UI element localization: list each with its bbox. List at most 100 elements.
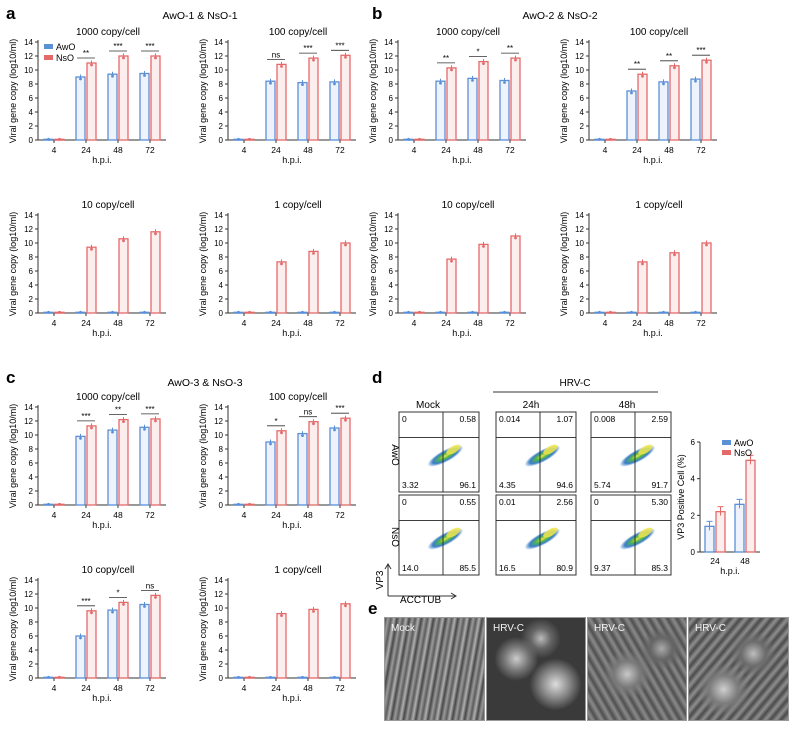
- bar-awo: [265, 441, 276, 506]
- chart-title: 100 copy/cell: [269, 27, 327, 38]
- y-tick-label: 14: [214, 576, 223, 585]
- y-tick-label: 8: [389, 253, 394, 262]
- panel-letter-e: e: [368, 599, 377, 618]
- significance-label: ***: [696, 46, 705, 55]
- bar-awo: [75, 635, 86, 679]
- flow-plot-awo-mock: 0 0.58 3.32 96.1: [398, 411, 480, 493]
- bar-nso: [276, 261, 287, 314]
- y-tick-label: 10: [214, 604, 223, 613]
- x-tick-label: 48: [113, 510, 123, 520]
- quadrant-q2: 2.56: [556, 497, 573, 507]
- flow-plots: 0 0.58 3.32 96.1 0.014 1.07 4.35 94.6 0.008 2.59 5…: [398, 411, 672, 576]
- data-point: [503, 310, 506, 314]
- y-tick-label: 14: [214, 211, 223, 220]
- y-tick-label: 10: [384, 239, 393, 248]
- quadrant-q4: 85.3: [651, 563, 668, 573]
- x-tick-label: 48: [664, 145, 674, 155]
- y-tick-label: 12: [214, 590, 223, 599]
- y-tick-label: 14: [214, 38, 223, 47]
- y-tick-label: 12: [214, 225, 223, 234]
- bar-nso: [340, 417, 351, 506]
- y-tick-label: 14: [24, 576, 33, 585]
- quadrant-q3: 14.0: [402, 563, 419, 573]
- y-axis-label: Viral gene copy (log10/ml): [8, 404, 18, 508]
- data-point: [662, 82, 665, 86]
- y-tick-label: 2: [219, 122, 224, 131]
- x-tick-label: 4: [603, 318, 608, 328]
- data-point: [333, 428, 336, 432]
- y-tick-label: 4: [29, 646, 34, 655]
- y-tick-label: 0: [219, 674, 224, 683]
- data-point: [439, 310, 442, 314]
- y-tick-label: 4: [29, 473, 34, 482]
- data-point: [471, 310, 474, 314]
- y-tick-label: 10: [575, 239, 584, 248]
- y-tick-label: 2: [219, 660, 224, 669]
- vp3-x-tick-label: 24: [710, 556, 720, 566]
- y-axis-label: Viral gene copy (log10/ml): [368, 212, 378, 316]
- x-tick-label: 4: [52, 318, 57, 328]
- significance-label: ***: [335, 41, 344, 50]
- flow-row-nso: NsO: [389, 527, 400, 547]
- y-tick-label: 8: [580, 80, 585, 89]
- x-axis-label: h.p.i.: [643, 328, 663, 338]
- legend-swatch-nso: [44, 55, 53, 60]
- vp3-legend-swatch-awo: [722, 440, 731, 445]
- x-tick-label: 24: [81, 145, 91, 155]
- data-point: [269, 81, 272, 85]
- flow-plot-frame: [495, 494, 577, 576]
- x-tick-label: 24: [81, 318, 91, 328]
- data-point: [143, 74, 146, 77]
- data-point: [237, 675, 240, 679]
- flow-col-48h: 48h: [619, 400, 636, 411]
- flow-plot-awo-24h: 0.014 1.07 4.35 94.6: [495, 411, 577, 493]
- x-axis-label: h.p.i.: [282, 520, 302, 530]
- hrv-c-header: HRV-C: [560, 378, 591, 389]
- bar-nso: [701, 59, 712, 141]
- x-tick-label: 72: [335, 683, 345, 693]
- bar-nso: [308, 250, 319, 314]
- y-tick-label: 6: [219, 632, 224, 641]
- y-tick-label: 8: [219, 80, 224, 89]
- data-point: [333, 82, 336, 86]
- data-point: [154, 232, 157, 236]
- x-axis-label: h.p.i.: [452, 155, 472, 165]
- y-tick-label: 10: [24, 431, 33, 440]
- data-point: [514, 236, 517, 240]
- legend-label-awo: AwO: [56, 42, 75, 52]
- y-tick-label: 8: [29, 253, 34, 262]
- significance-label: **: [634, 60, 640, 69]
- bar-awo: [626, 90, 637, 141]
- data-point: [269, 310, 272, 314]
- y-tick-label: 4: [219, 108, 224, 117]
- data-point: [630, 91, 633, 95]
- bar-nso: [340, 54, 351, 141]
- y-tick-label: 0: [29, 309, 34, 318]
- quadrant-q3: 9.37: [594, 563, 611, 573]
- bar-nso: [510, 57, 521, 141]
- y-tick-label: 10: [575, 66, 584, 75]
- x-axis-label: h.p.i.: [92, 155, 112, 165]
- data-point: [450, 68, 453, 72]
- data-point: [90, 63, 93, 67]
- bar-nso: [308, 421, 319, 506]
- cell-population-core: [543, 444, 558, 455]
- data-point: [312, 422, 315, 426]
- significance-label: ***: [335, 404, 344, 413]
- x-tick-label: 72: [696, 145, 706, 155]
- y-tick-label: 2: [580, 295, 585, 304]
- data-point: [333, 310, 336, 314]
- bar-awo: [499, 79, 510, 141]
- y-tick-label: 6: [29, 459, 34, 468]
- data-point: [269, 675, 272, 679]
- x-tick-label: 72: [505, 145, 515, 155]
- data-point: [673, 253, 676, 257]
- data-point: [344, 55, 347, 59]
- y-tick-label: 6: [219, 267, 224, 276]
- quadrant-q2: 1.07: [556, 414, 573, 424]
- data-point: [312, 610, 315, 613]
- y-axis-label: Viral gene copy (log10/ml): [8, 212, 18, 316]
- data-point: [122, 239, 125, 243]
